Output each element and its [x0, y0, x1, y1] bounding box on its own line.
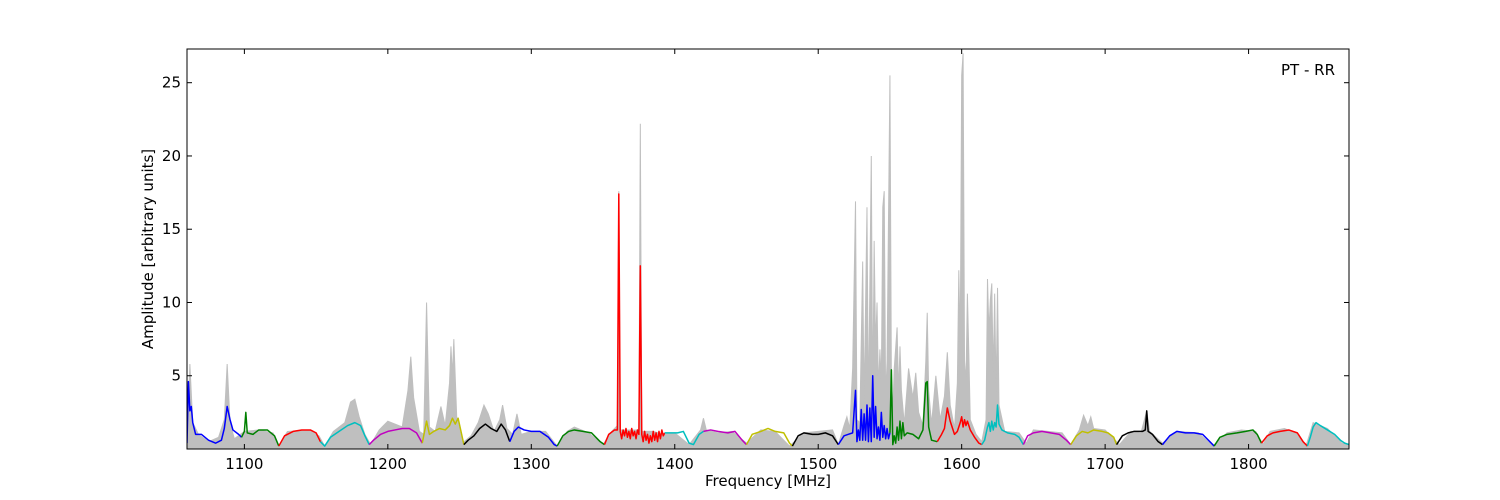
band-series-line-22: [1161, 430, 1215, 447]
band-series-line-6: [421, 417, 465, 445]
band-series-line-2: [240, 411, 280, 447]
plot-annotation: PT - RR: [1281, 61, 1335, 79]
band-series-line-14: [791, 432, 839, 447]
band-series-line-13: [745, 427, 793, 447]
x-axis-label: Frequency [MHz]: [705, 472, 831, 490]
y-axis-ticks: 5 10 15 20 25: [162, 74, 1349, 385]
band-series-line-23: [1213, 429, 1263, 447]
band-series-line-9: [556, 429, 605, 447]
band-series-line-11: [664, 430, 704, 446]
band-series-line-1: [187, 380, 243, 444]
band-series-line-8: [509, 426, 558, 447]
x-tick-label: 1500: [799, 455, 837, 473]
band-series-line-7: [463, 423, 511, 446]
band-series-line-4: [319, 421, 370, 447]
band-series-line-15: [837, 374, 891, 446]
background-spectrum: [187, 53, 1349, 449]
x-tick-label: 1400: [656, 455, 694, 473]
band-series-line-10: [603, 193, 666, 445]
y-tick-label: 5: [171, 367, 181, 385]
y-axis-label: Amplitude [arbitrary units]: [139, 149, 157, 349]
band-series-line-3: [278, 429, 322, 447]
x-tick-label: 1200: [369, 455, 407, 473]
band-series-line-20: [1070, 429, 1118, 446]
x-tick-label: 1800: [1229, 455, 1267, 473]
plot-area: [187, 53, 1349, 449]
band-series-line-19: [1022, 430, 1072, 446]
band-series-line-5: [368, 427, 423, 446]
x-tick-label: 1100: [225, 455, 263, 473]
band-series-layer: [187, 193, 1349, 447]
band-series-line-25: [1306, 421, 1349, 447]
x-tick-label: 1600: [943, 455, 981, 473]
plot-frame: [186, 48, 1350, 450]
y-tick-label: 20: [162, 147, 181, 165]
band-series-line-12: [703, 429, 748, 446]
background-spectrum-layer: [187, 53, 1349, 449]
band-series-line-17: [936, 407, 983, 446]
y-tick-label: 15: [162, 220, 181, 238]
band-series-line-16: [889, 369, 938, 446]
band-series-line-18: [981, 404, 1024, 446]
y-tick-label: 25: [162, 74, 181, 92]
x-axis-ticks: 1100 1200 1300 1400 1500 1600 1700 1800: [225, 49, 1268, 473]
band-series-line-24: [1260, 429, 1308, 447]
y-tick-label: 10: [162, 293, 181, 311]
x-tick-label: 1300: [512, 455, 550, 473]
x-tick-label: 1700: [1086, 455, 1124, 473]
band-series-line-21: [1115, 410, 1163, 446]
